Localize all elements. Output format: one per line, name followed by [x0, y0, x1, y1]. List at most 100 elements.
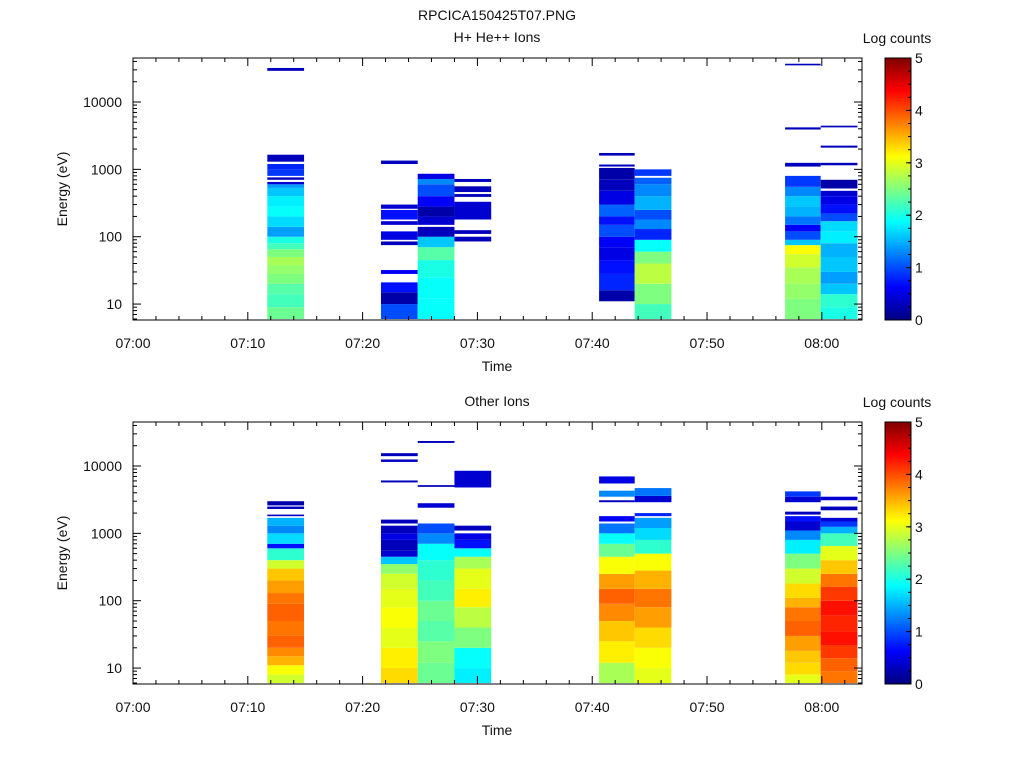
heatmap-cell [599, 556, 635, 574]
heatmap-cell [599, 516, 635, 522]
heatmap-cell [380, 459, 418, 462]
heatmap-cell [267, 674, 305, 684]
heatmap-cell [417, 620, 455, 642]
heatmap-cell [785, 267, 821, 284]
heatmap-cell [380, 209, 418, 220]
heatmap-cell [785, 553, 821, 569]
heatmap-cell [454, 525, 492, 531]
heatmap-cell [267, 196, 305, 207]
colorbar-tick-label: 5 [915, 50, 923, 66]
plot-frame [132, 57, 863, 321]
heatmap-cell [785, 239, 821, 246]
y-tick-label: 10 [106, 296, 122, 312]
heatmap-cell [454, 668, 492, 684]
heatmap-cell [599, 260, 635, 274]
heatmap-cell [599, 476, 635, 484]
heatmap-cell [785, 224, 821, 232]
heatmap-cell [380, 292, 418, 305]
heatmap-cell [454, 533, 492, 540]
heatmap-cell [417, 298, 455, 320]
heatmap-cell [634, 668, 672, 684]
y-tick-label: 10000 [83, 94, 122, 110]
heatmap-cell [267, 164, 305, 170]
heatmap-cell [785, 635, 821, 651]
heatmap-cell [820, 573, 858, 587]
heatmap-cell [380, 533, 418, 540]
heatmap-cell [417, 503, 455, 508]
heatmap-cell [267, 187, 305, 197]
heatmap-cell [599, 204, 635, 217]
heatmap-cell [785, 650, 821, 663]
heatmap-cell [267, 635, 305, 648]
heatmap-cell [267, 501, 305, 506]
heatmap-cell [454, 568, 492, 589]
heatmap-cell [454, 470, 492, 488]
heatmap-cell [417, 543, 455, 561]
heatmap-cell [599, 573, 635, 589]
x-tick-label: 07:50 [689, 335, 724, 351]
heatmap-cell [599, 224, 635, 237]
heatmap-cell [267, 517, 305, 526]
heatmap-cell [267, 603, 305, 621]
heatmap-cell [380, 539, 418, 551]
heatmap-cell [267, 181, 305, 185]
heatmap-cell [267, 154, 305, 162]
heatmap-cell [634, 283, 672, 305]
y-tick-label: 1000 [91, 161, 122, 177]
heatmap-cell [820, 631, 858, 645]
heatmap-cell [454, 539, 492, 549]
x-tick-label: 07:10 [230, 699, 265, 715]
heatmap-cell [634, 177, 672, 185]
heatmap-cell [380, 627, 418, 648]
heatmap-cell [267, 249, 305, 257]
heatmap-cell [380, 550, 418, 557]
x-tick-label: 07:00 [115, 335, 150, 351]
heatmap-cell [599, 603, 635, 621]
heatmap-cell [454, 588, 492, 608]
heatmap-cell [785, 245, 821, 255]
panel-title: Other Ions [464, 393, 529, 409]
heatmap-cell [417, 485, 455, 487]
heatmap-cell [417, 600, 455, 621]
heatmap-cell [820, 231, 858, 244]
heatmap-cell [380, 241, 418, 246]
heatmap-cell [454, 548, 492, 557]
colorbar: 0 1 2 3 4 5 [884, 50, 923, 328]
heatmap-cell [454, 627, 492, 648]
heatmap-cell [634, 196, 672, 210]
heatmap-cell [454, 236, 492, 242]
heatmap-cell [599, 662, 635, 684]
heatmap-cell [454, 647, 492, 669]
y-tick-label: 100 [99, 593, 123, 609]
heatmap-cell [380, 453, 418, 457]
heatmap-cell [417, 206, 455, 217]
heatmap-cell [785, 186, 821, 197]
heatmap-cell [380, 668, 418, 684]
heatmap-cell [380, 556, 418, 565]
heatmap-cell [454, 201, 492, 220]
heatmap-cell [820, 496, 858, 501]
heatmap-cell [380, 525, 418, 534]
heatmap-cell [599, 290, 635, 302]
heatmap-cell [785, 521, 821, 531]
heatmap-cell [785, 674, 821, 684]
colorbar-tick-label: 2 [915, 571, 923, 587]
heatmap-cell [599, 167, 635, 180]
x-tick-label: 07:40 [575, 335, 610, 351]
heatmap-cell [267, 620, 305, 636]
heatmap-cell [820, 521, 858, 527]
heatmap-cell [417, 226, 455, 237]
heatmap-cell [785, 511, 821, 515]
colorbar-tick-label: 3 [915, 155, 923, 171]
heatmap-cell [820, 600, 858, 616]
heatmap-cell [380, 282, 418, 293]
heatmap-cell [634, 588, 672, 608]
heatmap-cell [785, 530, 821, 540]
heatmap-cell [267, 560, 305, 569]
heatmap-cell [267, 665, 305, 675]
heatmap-cell [785, 231, 821, 240]
heatmap-cell [417, 533, 455, 544]
heatmap-cell [454, 178, 492, 182]
y-tick-label: 1000 [91, 525, 122, 541]
